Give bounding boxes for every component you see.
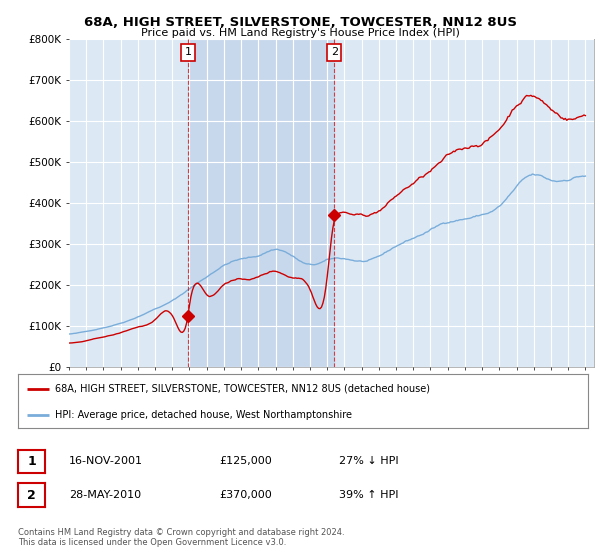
Text: 2: 2 bbox=[331, 47, 338, 57]
Text: £125,000: £125,000 bbox=[219, 456, 272, 466]
Text: £370,000: £370,000 bbox=[219, 490, 272, 500]
Text: Price paid vs. HM Land Registry's House Price Index (HPI): Price paid vs. HM Land Registry's House … bbox=[140, 28, 460, 38]
Text: Contains HM Land Registry data © Crown copyright and database right 2024.
This d: Contains HM Land Registry data © Crown c… bbox=[18, 528, 344, 547]
Text: HPI: Average price, detached house, West Northamptonshire: HPI: Average price, detached house, West… bbox=[55, 410, 352, 419]
Text: 27% ↓ HPI: 27% ↓ HPI bbox=[339, 456, 398, 466]
Text: 2: 2 bbox=[27, 488, 36, 502]
Text: 68A, HIGH STREET, SILVERSTONE, TOWCESTER, NN12 8US: 68A, HIGH STREET, SILVERSTONE, TOWCESTER… bbox=[83, 16, 517, 29]
Text: 1: 1 bbox=[185, 47, 191, 57]
Text: 68A, HIGH STREET, SILVERSTONE, TOWCESTER, NN12 8US (detached house): 68A, HIGH STREET, SILVERSTONE, TOWCESTER… bbox=[55, 384, 430, 394]
Text: 39% ↑ HPI: 39% ↑ HPI bbox=[339, 490, 398, 500]
Text: 1: 1 bbox=[27, 455, 36, 468]
Text: 16-NOV-2001: 16-NOV-2001 bbox=[69, 456, 143, 466]
Bar bbox=[188, 39, 334, 367]
Text: 28-MAY-2010: 28-MAY-2010 bbox=[69, 490, 141, 500]
